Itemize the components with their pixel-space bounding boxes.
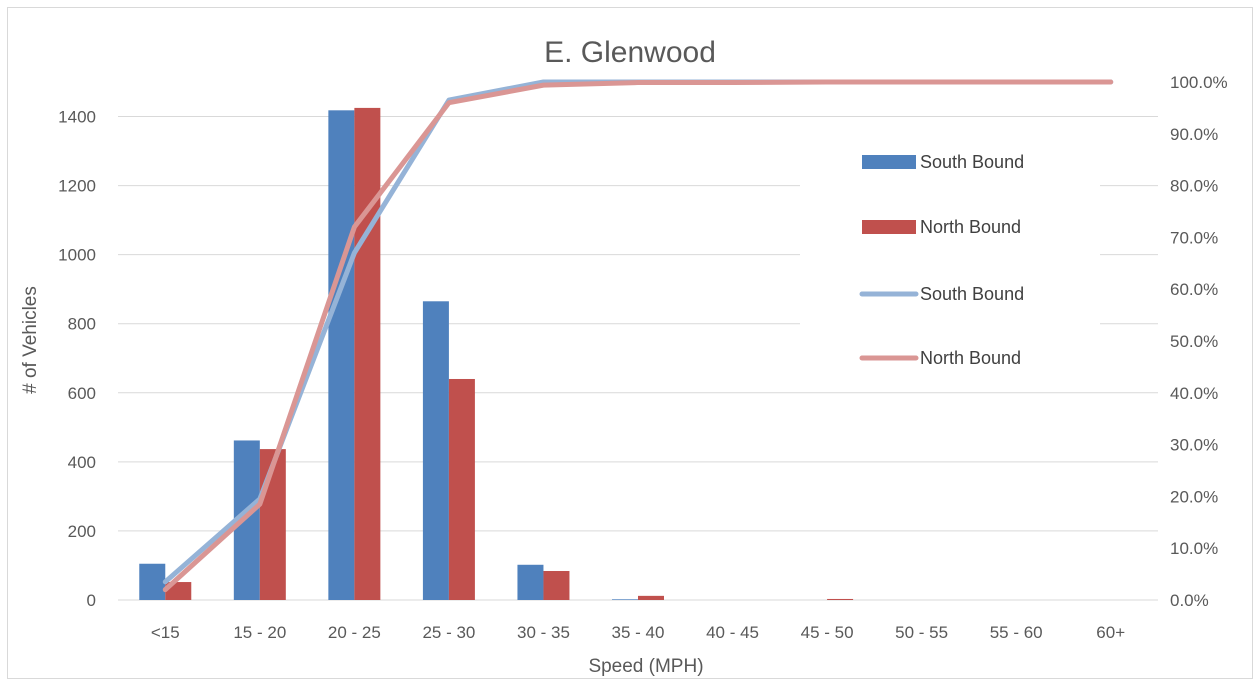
y-tick-label: 1000 xyxy=(58,246,96,265)
legend-background xyxy=(800,140,1100,392)
y-tick-label: 1200 xyxy=(58,177,96,196)
x-tick-label: 60+ xyxy=(1096,623,1125,642)
legend-swatch xyxy=(862,220,916,234)
x-tick-label: 45 - 50 xyxy=(801,623,854,642)
legend-label: South Bound xyxy=(920,284,1024,304)
y2-tick-label: 90.0% xyxy=(1170,125,1218,144)
bar xyxy=(422,301,449,600)
y2-tick-label: 80.0% xyxy=(1170,177,1218,196)
y-axis-title: # of Vehicles xyxy=(20,286,41,394)
y-tick-label: 200 xyxy=(68,522,96,541)
legend-label: North Bound xyxy=(920,217,1021,237)
bar xyxy=(517,564,544,600)
y2-tick-label: 70.0% xyxy=(1170,228,1218,247)
x-tick-label: 40 - 45 xyxy=(706,623,759,642)
legend-label: South Bound xyxy=(920,152,1024,172)
y2-tick-label: 0.0% xyxy=(1170,591,1209,610)
x-tick-label: 35 - 40 xyxy=(612,623,665,642)
x-tick-label: 25 - 30 xyxy=(422,623,475,642)
x-axis-ticks: <15 15 - 20 20 - 25 25 - 30 30 - 35 35 - 40 40… xyxy=(151,623,1125,642)
y-tick-label: 800 xyxy=(68,315,96,334)
y2-tick-label: 10.0% xyxy=(1170,539,1218,558)
cumulative-lines xyxy=(162,79,1114,593)
y-axis-ticks: 0 200 400 600 800 1000 1200 1400 xyxy=(58,108,96,610)
bar xyxy=(638,595,664,600)
legend-label: North Bound xyxy=(920,348,1021,368)
bar xyxy=(328,110,355,601)
y-tick-label: 600 xyxy=(68,384,96,403)
bar xyxy=(827,598,854,600)
bar xyxy=(139,563,166,600)
x-tick-label: 20 - 25 xyxy=(328,623,381,642)
bars xyxy=(139,107,854,601)
x-axis-title: Speed (MPH) xyxy=(588,656,703,677)
y2-tick-label: 40.0% xyxy=(1170,384,1218,403)
bar xyxy=(259,449,286,600)
x-tick-label: 15 - 20 xyxy=(233,623,286,642)
bar xyxy=(354,107,381,601)
series-line xyxy=(162,79,1114,593)
chart-title: E. Glenwood xyxy=(544,36,716,69)
y-tick-label: 1400 xyxy=(58,108,96,127)
x-tick-label: 55 - 60 xyxy=(990,623,1043,642)
x-tick-label: <15 xyxy=(151,623,180,642)
y2-axis-ticks: 0.0% 10.0% 20.0% 30.0% 40.0% 50.0% 60.0% 70.0% 8… xyxy=(1170,73,1228,610)
x-tick-label: 30 - 35 xyxy=(517,623,570,642)
bar xyxy=(448,378,475,600)
y2-tick-label: 30.0% xyxy=(1170,436,1218,455)
legend: South Bound North Bound South Bound North B… xyxy=(800,140,1100,392)
y-tick-label: 0 xyxy=(87,591,96,610)
bar xyxy=(612,599,638,600)
y2-tick-label: 50.0% xyxy=(1170,332,1218,351)
legend-swatch xyxy=(862,155,916,169)
bar xyxy=(543,570,570,600)
y-tick-label: 400 xyxy=(68,453,96,472)
x-tick-label: 50 - 55 xyxy=(895,623,948,642)
y2-tick-label: 60.0% xyxy=(1170,280,1218,299)
y2-tick-label: 100.0% xyxy=(1170,73,1228,92)
y2-tick-label: 20.0% xyxy=(1170,487,1218,506)
